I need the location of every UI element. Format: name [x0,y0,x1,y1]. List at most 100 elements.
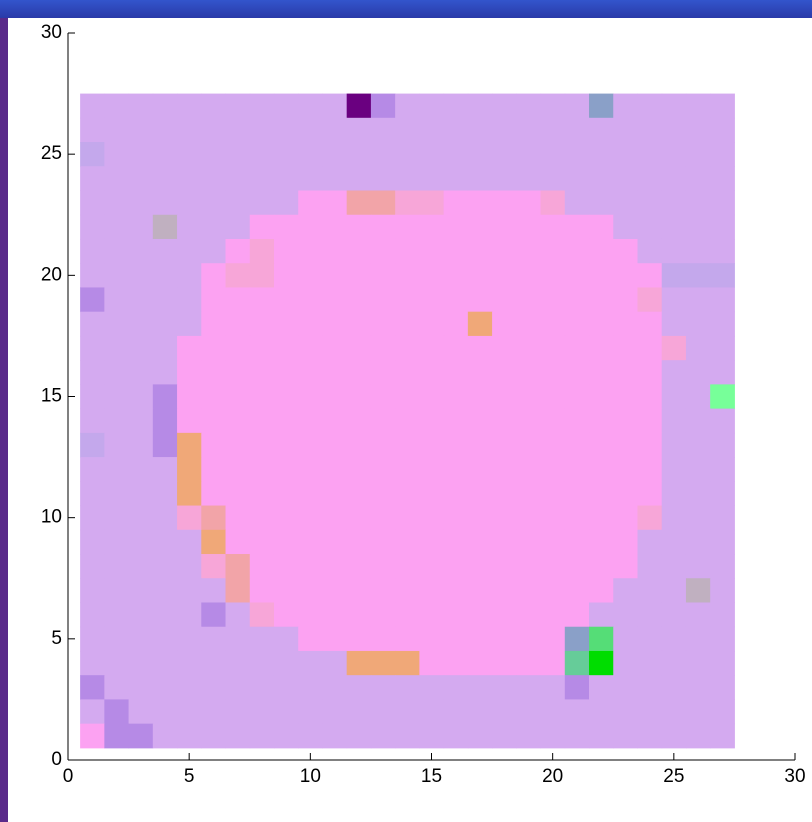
pixel [686,384,711,409]
y-tick-label: 0 [51,749,62,770]
pixel [541,312,566,337]
pixel [710,433,735,458]
pixel [710,360,735,385]
pixel [419,506,444,531]
pixel [589,263,614,288]
pixel [710,336,735,361]
pixel [104,627,129,652]
pixel [565,651,590,676]
pixel [177,409,202,434]
pixel [322,118,347,143]
pixel [250,457,275,482]
pixel [444,481,469,506]
pixel [104,263,129,288]
pixel [589,215,614,240]
pixel [298,675,323,700]
pixel [153,457,178,482]
pixel [371,602,396,627]
pixel [322,287,347,312]
pixel [129,215,154,240]
pixel [419,530,444,555]
pixel [686,481,711,506]
pixel [347,215,372,240]
pixel [298,530,323,555]
pixel [637,360,662,385]
pixel [201,602,226,627]
pixel [298,360,323,385]
pixel [347,530,372,555]
pixel [541,651,566,676]
pixel [662,481,687,506]
pixel [516,191,541,216]
pixel [80,481,105,506]
pixel [492,699,517,724]
pixel [444,724,469,749]
pixel [177,724,202,749]
pixel [226,118,251,143]
pixel [395,627,420,652]
pixel [274,239,299,264]
pixel [613,166,638,191]
pixel [589,336,614,361]
pixel [129,530,154,555]
pixel [226,578,251,603]
pixel [613,602,638,627]
pixel [298,433,323,458]
pixel [298,699,323,724]
pixel [686,166,711,191]
pixel [104,336,129,361]
pixel [613,312,638,337]
pixel [153,384,178,409]
pixel [419,263,444,288]
pixel [516,724,541,749]
pixel [347,675,372,700]
pixel [250,312,275,337]
pixel [177,287,202,312]
pixel [80,627,105,652]
pixel [613,263,638,288]
pixel [177,142,202,167]
pixel [250,675,275,700]
pixel [613,215,638,240]
pixel [80,94,105,119]
pixel [541,506,566,531]
pixel [613,239,638,264]
pixel [395,457,420,482]
pixel [104,554,129,579]
pixel [347,384,372,409]
pixel [371,506,396,531]
pixel [686,554,711,579]
pixel [177,699,202,724]
pixel [444,602,469,627]
pixel [80,336,105,361]
pixel [226,602,251,627]
pixel [129,675,154,700]
pixel [226,94,251,119]
pixel [274,191,299,216]
pixel [541,602,566,627]
pixel [226,360,251,385]
pixel [298,215,323,240]
pixel [419,724,444,749]
pixel [80,699,105,724]
pixel [419,94,444,119]
pixel [226,215,251,240]
pixel [153,142,178,167]
pixel [322,530,347,555]
pixel [347,312,372,337]
pixel [322,627,347,652]
pixel [710,94,735,119]
pixel [395,384,420,409]
pixel [686,263,711,288]
pixel [662,118,687,143]
pixel [541,166,566,191]
pixel [298,651,323,676]
pixel [613,336,638,361]
pixel [274,554,299,579]
pixel [395,118,420,143]
pixel [250,287,275,312]
pixel [250,142,275,167]
pixel [274,142,299,167]
pixel [80,433,105,458]
pixel [177,384,202,409]
